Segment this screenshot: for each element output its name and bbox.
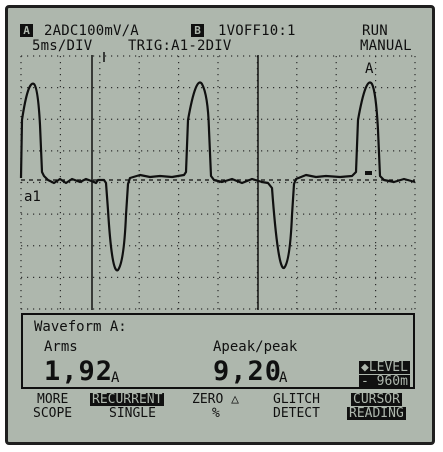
arms-unit: A [111,370,120,386]
run-state: RUN [362,23,388,39]
softkey-scope[interactable]: SCOPE [33,406,73,421]
trigger-setting: TRIG:A1-2DIV [128,38,232,54]
softkey-single[interactable]: SINGLE [109,406,156,421]
channel-b-badge: B [191,24,204,37]
channel-b-setting: 1VOFF10:1 [218,23,296,39]
trace-marker [365,171,372,175]
channel-a-badge: A [20,24,33,37]
softkey-detect[interactable]: DETECT [273,406,320,421]
apeak-unit: A [279,370,288,386]
apeak-label: Apeak/peak [213,339,298,355]
mode-indicator: MANUAL [360,38,412,54]
channel-a-setting: 2ADC100mV/A [44,23,139,39]
level-label[interactable]: ◆LEVEL [359,360,410,375]
apeak-value: 9,20 [213,356,283,387]
softkey-percent[interactable]: % [212,406,220,421]
arms-label: Arms [44,339,78,355]
softkey-glitch[interactable]: GLITCH [273,392,320,407]
arms-value: 1,92 [44,356,114,387]
softkey-reading[interactable]: READING [347,406,406,421]
softkey-more[interactable]: MORE [37,392,69,407]
timebase: 5ms/DIV [32,38,93,54]
softkey-cursor[interactable]: CURSOR [351,392,402,407]
trace-label-a: A [365,61,374,77]
level-value[interactable]: - 960m [359,374,410,389]
measurement-title: Waveform A: [34,319,127,335]
measurement-panel [21,313,415,389]
softkey-zero[interactable]: ZERO △ [192,392,239,407]
softkey-recurrent[interactable]: RECURRENT [90,392,165,407]
trace-label-a1: a1 [24,189,41,205]
waveform-trace [19,81,416,272]
